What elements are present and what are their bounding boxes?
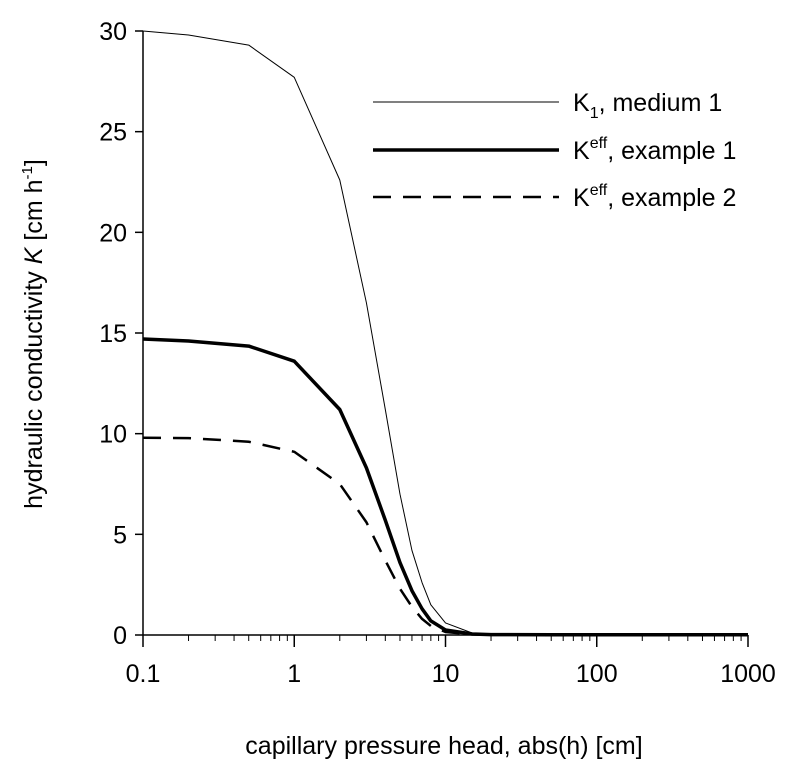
y-tick-label: 20 <box>99 219 127 247</box>
x-tick-label: 10 <box>432 660 460 688</box>
x-tick-label: 1 <box>287 660 301 688</box>
legend-label-main: K <box>573 184 590 212</box>
x-axis-label: capillary pressure head, abs(h) [cm] <box>245 732 642 760</box>
x-tick-label: 0.1 <box>126 660 161 688</box>
y-axis-label-variable: K <box>20 246 48 264</box>
y-tick-label: 25 <box>99 119 127 147</box>
y-axis-label: hydraulic conductivity K [cm h-1] <box>19 159 48 509</box>
y-axis-label-unit-sup: -1 <box>19 166 36 179</box>
legend-label-keff2: Keff, example 2 <box>573 182 736 212</box>
y-tick-label: 30 <box>99 18 127 46</box>
legend-label-keff1: Keff, example 1 <box>573 135 736 165</box>
legend-label-rest: , example 1 <box>607 137 736 165</box>
y-tick-label: 15 <box>99 320 127 348</box>
series-line-keff1 <box>142 337 748 637</box>
series-group <box>142 30 748 637</box>
y-tick-label: 5 <box>113 521 127 549</box>
y-tick-label: 10 <box>99 421 127 449</box>
legend-label-main: K <box>573 137 590 165</box>
y-tick-label: 0 <box>113 622 127 650</box>
legend-label-script: 1 <box>590 105 599 122</box>
legend-label-rest: , example 2 <box>607 184 736 212</box>
axes <box>142 31 748 636</box>
y-ticks: 0 5 10 15 20 25 30 <box>99 18 143 650</box>
legend-label-script: eff <box>590 182 608 199</box>
y-axis-label-unit-open: [cm h <box>20 179 48 247</box>
legend-label-rest: , medium 1 <box>599 89 723 117</box>
x-ticks: 0.1 1 10 100 1000 <box>126 635 776 688</box>
series-line-k1 <box>142 30 748 636</box>
legend-label-k1: K1, medium 1 <box>573 89 722 122</box>
y-axis-label-prefix: hydraulic conductivity <box>20 264 48 509</box>
y-axis-label-unit-close: ] <box>20 159 48 166</box>
x-tick-label: 100 <box>576 660 618 688</box>
series-line-keff2 <box>142 436 748 637</box>
legend-label-main: K <box>573 89 590 117</box>
legend-label-script: eff <box>590 135 608 152</box>
x-tick-label: 1000 <box>720 660 776 688</box>
